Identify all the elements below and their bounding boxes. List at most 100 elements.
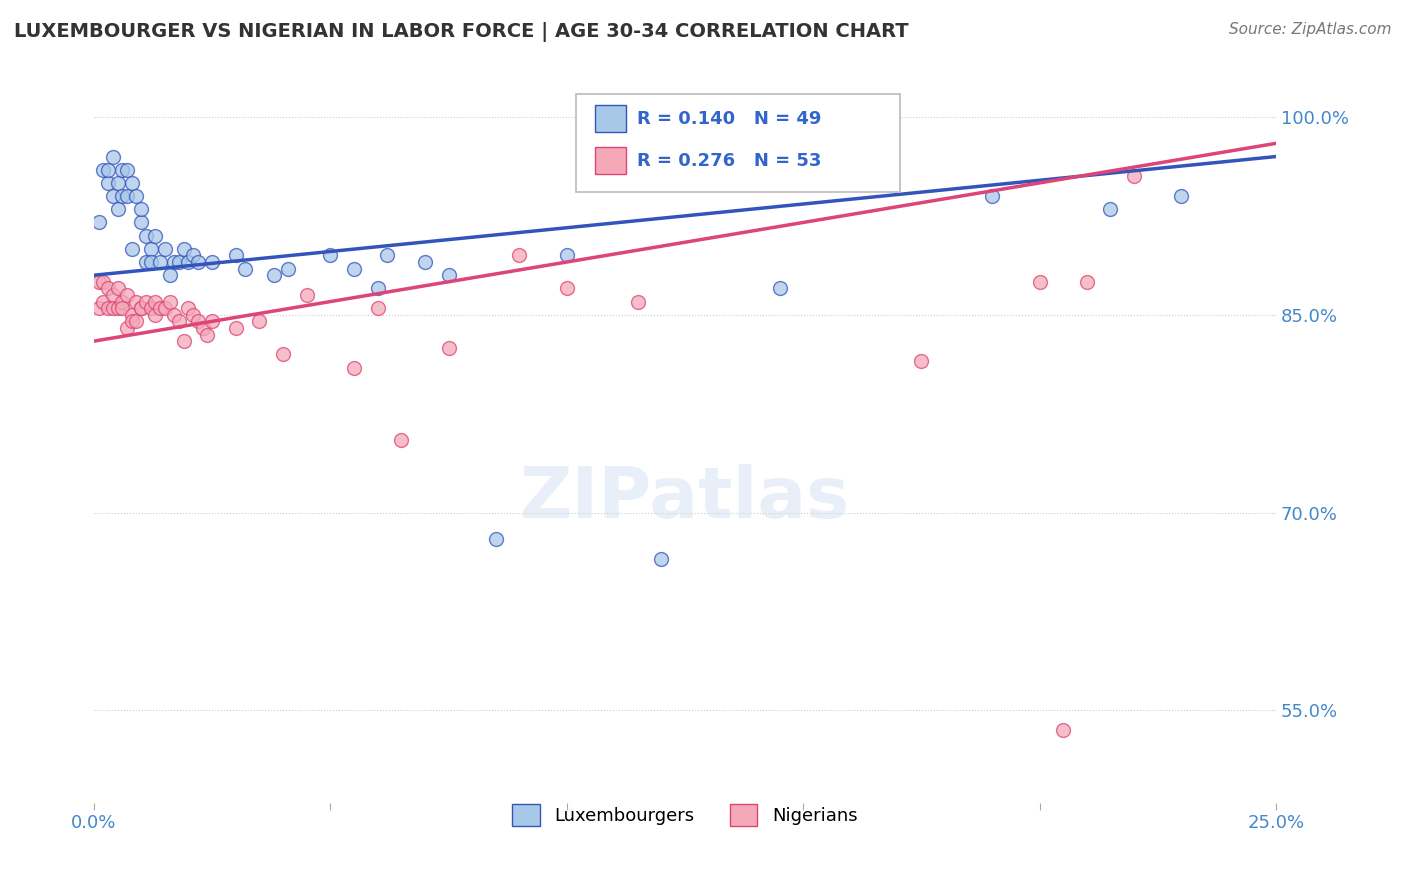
Luxembourgers: [129, 202, 152, 217]
Nigerians: [149, 301, 172, 315]
Nigerians: [191, 321, 214, 335]
Luxembourgers: [121, 242, 143, 256]
Nigerians: [181, 308, 204, 322]
Text: LUXEMBOURGER VS NIGERIAN IN LABOR FORCE | AGE 30-34 CORRELATION CHART: LUXEMBOURGER VS NIGERIAN IN LABOR FORCE …: [14, 22, 908, 42]
Luxembourgers: [177, 255, 200, 269]
Nigerians: [153, 301, 176, 315]
Luxembourgers: [163, 255, 186, 269]
Luxembourgers: [149, 255, 172, 269]
Nigerians: [163, 308, 186, 322]
Luxembourgers: [97, 162, 120, 177]
Luxembourgers: [135, 228, 157, 243]
Nigerians: [201, 314, 224, 328]
Luxembourgers: [225, 248, 247, 262]
Nigerians: [97, 281, 120, 295]
Nigerians: [508, 248, 530, 262]
Nigerians: [97, 301, 120, 315]
Luxembourgers: [153, 242, 176, 256]
Nigerians: [125, 314, 148, 328]
Luxembourgers: [115, 189, 138, 203]
Luxembourgers: [367, 281, 389, 295]
Nigerians: [627, 294, 650, 309]
Nigerians: [111, 301, 134, 315]
Nigerians: [343, 360, 366, 375]
Nigerians: [135, 294, 157, 309]
Luxembourgers: [111, 162, 134, 177]
Nigerians: [177, 301, 200, 315]
Luxembourgers: [135, 255, 157, 269]
Nigerians: [129, 301, 152, 315]
Luxembourgers: [1170, 189, 1192, 203]
Luxembourgers: [1099, 202, 1122, 217]
Luxembourgers: [101, 150, 124, 164]
Text: Source: ZipAtlas.com: Source: ZipAtlas.com: [1229, 22, 1392, 37]
Nigerians: [1076, 275, 1098, 289]
Luxembourgers: [107, 202, 129, 217]
Nigerians: [145, 294, 167, 309]
Luxembourgers: [125, 189, 148, 203]
Nigerians: [145, 308, 167, 322]
Nigerians: [129, 301, 152, 315]
Nigerians: [367, 301, 389, 315]
Nigerians: [1123, 169, 1146, 184]
Legend: Luxembourgers, Nigerians: Luxembourgers, Nigerians: [505, 797, 865, 833]
Luxembourgers: [233, 261, 256, 276]
Luxembourgers: [139, 242, 162, 256]
Luxembourgers: [981, 189, 1004, 203]
Text: R = 0.276   N = 53: R = 0.276 N = 53: [637, 152, 821, 169]
Luxembourgers: [107, 176, 129, 190]
Nigerians: [111, 294, 134, 309]
Nigerians: [115, 321, 138, 335]
Luxembourgers: [413, 255, 436, 269]
Luxembourgers: [145, 228, 167, 243]
Nigerians: [167, 314, 190, 328]
Luxembourgers: [173, 242, 195, 256]
Nigerians: [139, 301, 162, 315]
Nigerians: [159, 294, 181, 309]
Nigerians: [792, 162, 814, 177]
Nigerians: [93, 294, 115, 309]
Nigerians: [1052, 723, 1074, 737]
Nigerians: [87, 301, 110, 315]
Nigerians: [249, 314, 271, 328]
Luxembourgers: [121, 176, 143, 190]
Luxembourgers: [111, 189, 134, 203]
Luxembourgers: [87, 215, 110, 229]
Luxembourgers: [650, 551, 672, 566]
Nigerians: [101, 301, 124, 315]
Luxembourgers: [375, 248, 398, 262]
Luxembourgers: [129, 215, 152, 229]
Nigerians: [295, 288, 318, 302]
Nigerians: [197, 327, 219, 342]
Luxembourgers: [167, 255, 190, 269]
Nigerians: [115, 288, 138, 302]
Nigerians: [101, 288, 124, 302]
Luxembourgers: [139, 255, 162, 269]
Nigerians: [125, 294, 148, 309]
Luxembourgers: [97, 176, 120, 190]
Nigerians: [187, 314, 209, 328]
Luxembourgers: [187, 255, 209, 269]
Nigerians: [107, 301, 129, 315]
Nigerians: [437, 341, 460, 355]
Nigerians: [271, 347, 294, 361]
Luxembourgers: [319, 248, 342, 262]
Luxembourgers: [277, 261, 299, 276]
Nigerians: [93, 275, 115, 289]
Nigerians: [1028, 275, 1050, 289]
Nigerians: [87, 275, 110, 289]
Luxembourgers: [263, 268, 285, 283]
Luxembourgers: [93, 162, 115, 177]
Nigerians: [173, 334, 195, 348]
Nigerians: [121, 308, 143, 322]
Nigerians: [389, 433, 412, 447]
Nigerians: [107, 281, 129, 295]
Text: ZIPatlas: ZIPatlas: [520, 464, 851, 533]
Luxembourgers: [768, 281, 790, 295]
Luxembourgers: [437, 268, 460, 283]
Nigerians: [555, 281, 578, 295]
Luxembourgers: [181, 248, 204, 262]
Text: R = 0.140   N = 49: R = 0.140 N = 49: [637, 110, 821, 128]
Luxembourgers: [343, 261, 366, 276]
Luxembourgers: [115, 162, 138, 177]
